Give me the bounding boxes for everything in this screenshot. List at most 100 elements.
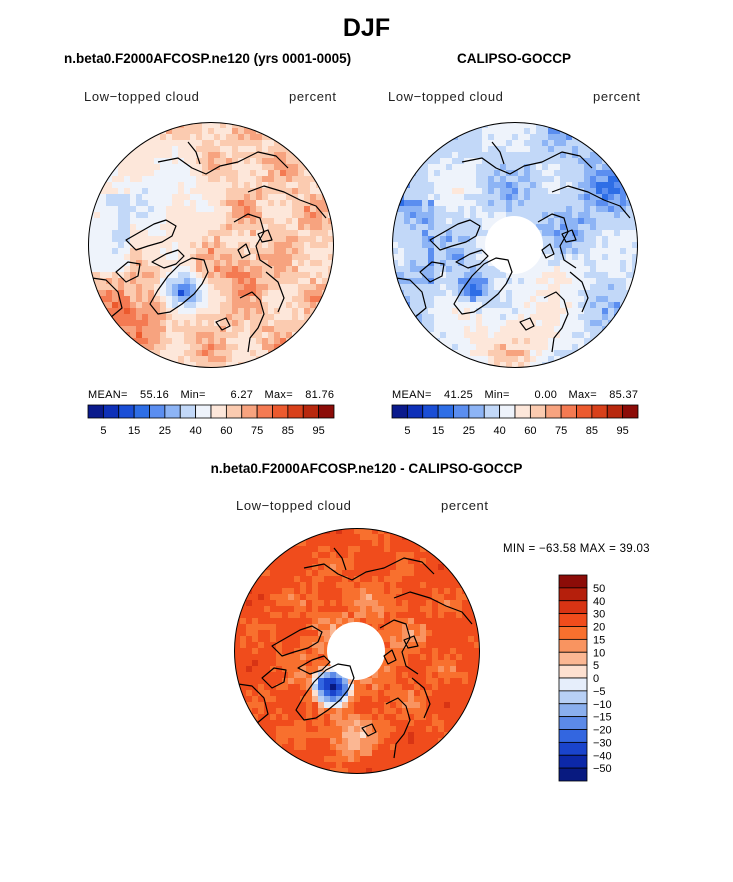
obs-cell	[560, 350, 567, 357]
diff-cell	[474, 528, 480, 535]
obs-cell	[572, 140, 579, 147]
obs-cell	[464, 212, 471, 219]
obs-cell	[410, 260, 417, 267]
obs-cell	[590, 152, 597, 159]
obs-cell	[572, 284, 579, 291]
model-cell	[88, 140, 95, 147]
obs-cell	[440, 236, 447, 243]
obs-cell	[572, 314, 579, 321]
model-cell	[226, 290, 233, 297]
diff-cell	[270, 756, 277, 763]
model-cell	[160, 284, 167, 291]
obs-cell	[620, 290, 627, 297]
diff-cell	[330, 546, 337, 553]
model-cell	[220, 266, 227, 273]
obs-cell	[554, 332, 561, 339]
obs-cell	[398, 272, 405, 279]
model-cell	[232, 254, 239, 261]
diff-cell	[438, 684, 445, 691]
diff-cell	[246, 618, 253, 625]
diff-cell	[276, 540, 283, 547]
obs-cell	[416, 170, 423, 177]
diff-cell	[336, 558, 343, 565]
obs-cell	[500, 332, 507, 339]
model-cell	[322, 128, 329, 135]
model-cell	[316, 344, 323, 351]
obs-cell	[626, 362, 633, 368]
model-cell	[304, 188, 311, 195]
model-cell	[268, 218, 275, 225]
diff-cell	[234, 654, 241, 661]
obs-cell	[446, 152, 453, 159]
model-cell	[238, 356, 245, 363]
model-cell	[118, 272, 125, 279]
model-cell	[268, 212, 275, 219]
obs-cell	[620, 212, 627, 219]
obs-cell	[482, 302, 489, 309]
diff-cell	[324, 732, 331, 739]
obs-cell	[536, 350, 543, 357]
obs-cell	[536, 158, 543, 165]
model-cell	[250, 326, 257, 333]
obs-cell	[506, 308, 513, 315]
diff-cell	[348, 720, 355, 727]
model-cell	[142, 212, 149, 219]
diff-cell	[324, 756, 331, 763]
model-cell	[226, 212, 233, 219]
model-cell	[196, 218, 203, 225]
diff-cell	[324, 624, 331, 631]
obs-cell	[632, 242, 638, 249]
model-cell	[280, 182, 287, 189]
obs-cell	[422, 350, 429, 357]
diff-cell	[306, 702, 313, 709]
diff-cell	[396, 720, 403, 727]
model-cell	[154, 164, 161, 171]
model-cell	[94, 332, 101, 339]
model-cell	[112, 122, 119, 129]
obs-cell	[584, 152, 591, 159]
obs-cell	[614, 242, 621, 249]
obs-cell	[608, 182, 615, 189]
obs-cell	[440, 218, 447, 225]
diff-cell	[360, 540, 367, 547]
model-cell	[328, 248, 334, 255]
diff-cell	[372, 744, 379, 751]
model-cell	[220, 164, 227, 171]
diff-cell	[402, 738, 409, 745]
model-cell	[196, 182, 203, 189]
model-cell	[316, 248, 323, 255]
model-cell	[202, 122, 209, 129]
diff-cell	[342, 720, 349, 727]
diff-cell	[432, 738, 439, 745]
model-cell	[298, 302, 305, 309]
model-cell	[322, 344, 329, 351]
model-cell	[118, 182, 125, 189]
diff-cell	[438, 708, 445, 715]
diff-cell	[384, 612, 391, 619]
obs-cell	[488, 356, 495, 363]
model-cell	[184, 320, 191, 327]
model-cell	[190, 362, 197, 368]
diff-cell	[282, 696, 289, 703]
diff-cell	[306, 528, 313, 535]
model-cell	[274, 176, 281, 183]
obs-cell	[452, 356, 459, 363]
diff-cell	[348, 732, 355, 739]
model-cell	[106, 230, 113, 237]
model-cell	[202, 224, 209, 231]
model-cell	[172, 242, 179, 249]
model-cell	[106, 308, 113, 315]
model-cell	[310, 320, 317, 327]
model-map-border	[88, 122, 334, 368]
obs-cell	[464, 164, 471, 171]
diff-cell	[372, 564, 379, 571]
model-cell	[172, 158, 179, 165]
obs-cell	[416, 140, 423, 147]
model-cell	[208, 290, 215, 297]
diff-cell	[450, 732, 457, 739]
diff-cell	[456, 594, 463, 601]
model-cell	[256, 134, 263, 141]
model-cell	[112, 254, 119, 261]
diff-cell	[426, 630, 433, 637]
obs-cell	[620, 146, 627, 153]
